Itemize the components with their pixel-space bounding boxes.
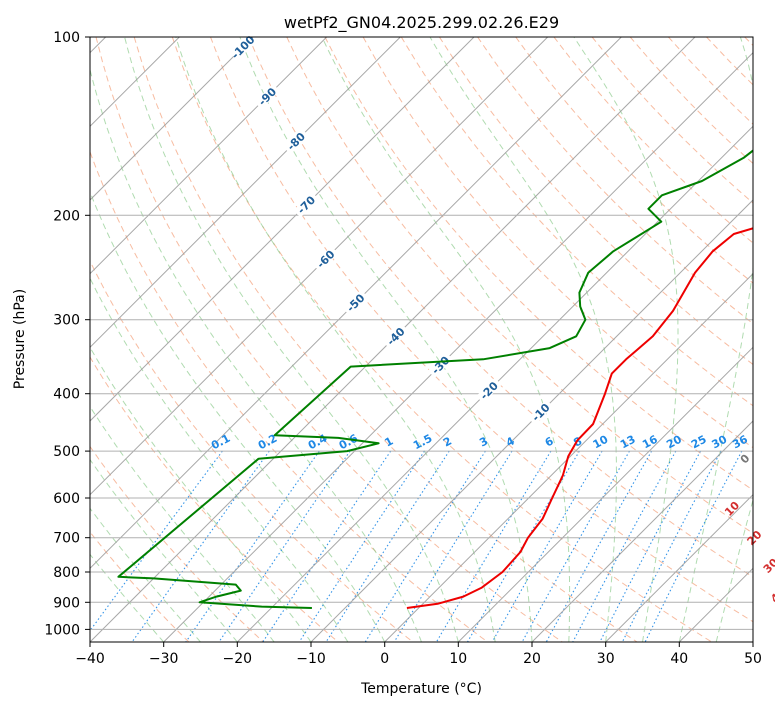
chart-title: wetPf2_GN04.2025.299.02.26.E29 [284,13,559,33]
x-tick-label: −10 [296,651,326,667]
y-axis-label: Pressure (hPa) [12,289,28,389]
x-tick-label: 20 [523,651,541,667]
x-tick-label: 50 [744,651,762,667]
x-tick-label: 40 [670,651,688,667]
y-tick-label: 500 [53,444,80,460]
y-tick-label: 400 [53,387,80,403]
y-tick-label: 1000 [44,622,80,638]
y-tick-label: 100 [53,30,80,46]
x-tick-label: −30 [149,651,179,667]
x-tick-label: −40 [75,651,105,667]
y-tick-label: 600 [53,491,80,507]
y-tick-label: 700 [53,531,80,547]
x-axis-label: Temperature (°C) [360,681,482,697]
x-tick-label: 0 [380,651,389,667]
y-tick-label: 900 [53,595,80,611]
y-tick-label: 800 [53,565,80,581]
y-tick-label: 200 [53,208,80,224]
x-tick-label: 10 [449,651,467,667]
x-tick-label: −20 [223,651,253,667]
x-tick-label: 30 [597,651,615,667]
y-tick-label: 300 [53,313,80,329]
